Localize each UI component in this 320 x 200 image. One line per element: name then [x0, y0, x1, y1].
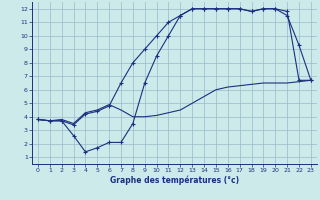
X-axis label: Graphe des températures (°c): Graphe des températures (°c) [110, 176, 239, 185]
